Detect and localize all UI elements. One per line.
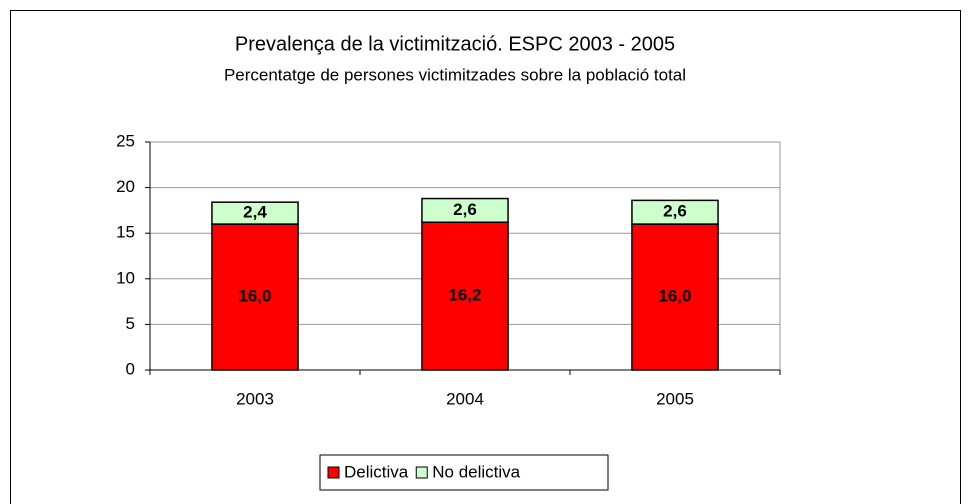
y-tick-label: 20 — [116, 177, 135, 196]
data-label: 2,4 — [243, 203, 267, 222]
y-tick-label: 15 — [116, 223, 135, 242]
x-tick-label: 2004 — [446, 389, 484, 408]
bar-segment — [211, 223, 299, 371]
bar-segment — [421, 221, 509, 371]
data-label: 2,6 — [663, 202, 687, 221]
legend-label: Delictiva — [344, 462, 409, 481]
x-tick-label: 2005 — [656, 389, 694, 408]
y-tick-label: 25 — [116, 131, 135, 150]
bar-segment — [421, 197, 509, 224]
chart-title: Prevalença de la victimització. ESPC 200… — [235, 33, 675, 55]
x-tick-label: 2003 — [236, 389, 274, 408]
data-label: 16,0 — [658, 287, 691, 306]
legend-swatch — [327, 466, 340, 479]
chart-subtitle: Percentatge de persones victimitzades so… — [224, 65, 686, 84]
data-label: 16,2 — [448, 286, 481, 305]
bar-segment — [211, 201, 299, 225]
y-tick-label: 0 — [126, 359, 135, 378]
y-tick-label: 10 — [116, 268, 135, 287]
y-tick-label: 5 — [126, 314, 135, 333]
legend-label: No delictiva — [432, 462, 520, 481]
bar-segment — [631, 199, 719, 225]
legend-box — [319, 454, 609, 491]
data-label: 16,0 — [238, 287, 271, 306]
data-label: 2,6 — [453, 200, 477, 219]
legend-swatch — [415, 466, 428, 479]
